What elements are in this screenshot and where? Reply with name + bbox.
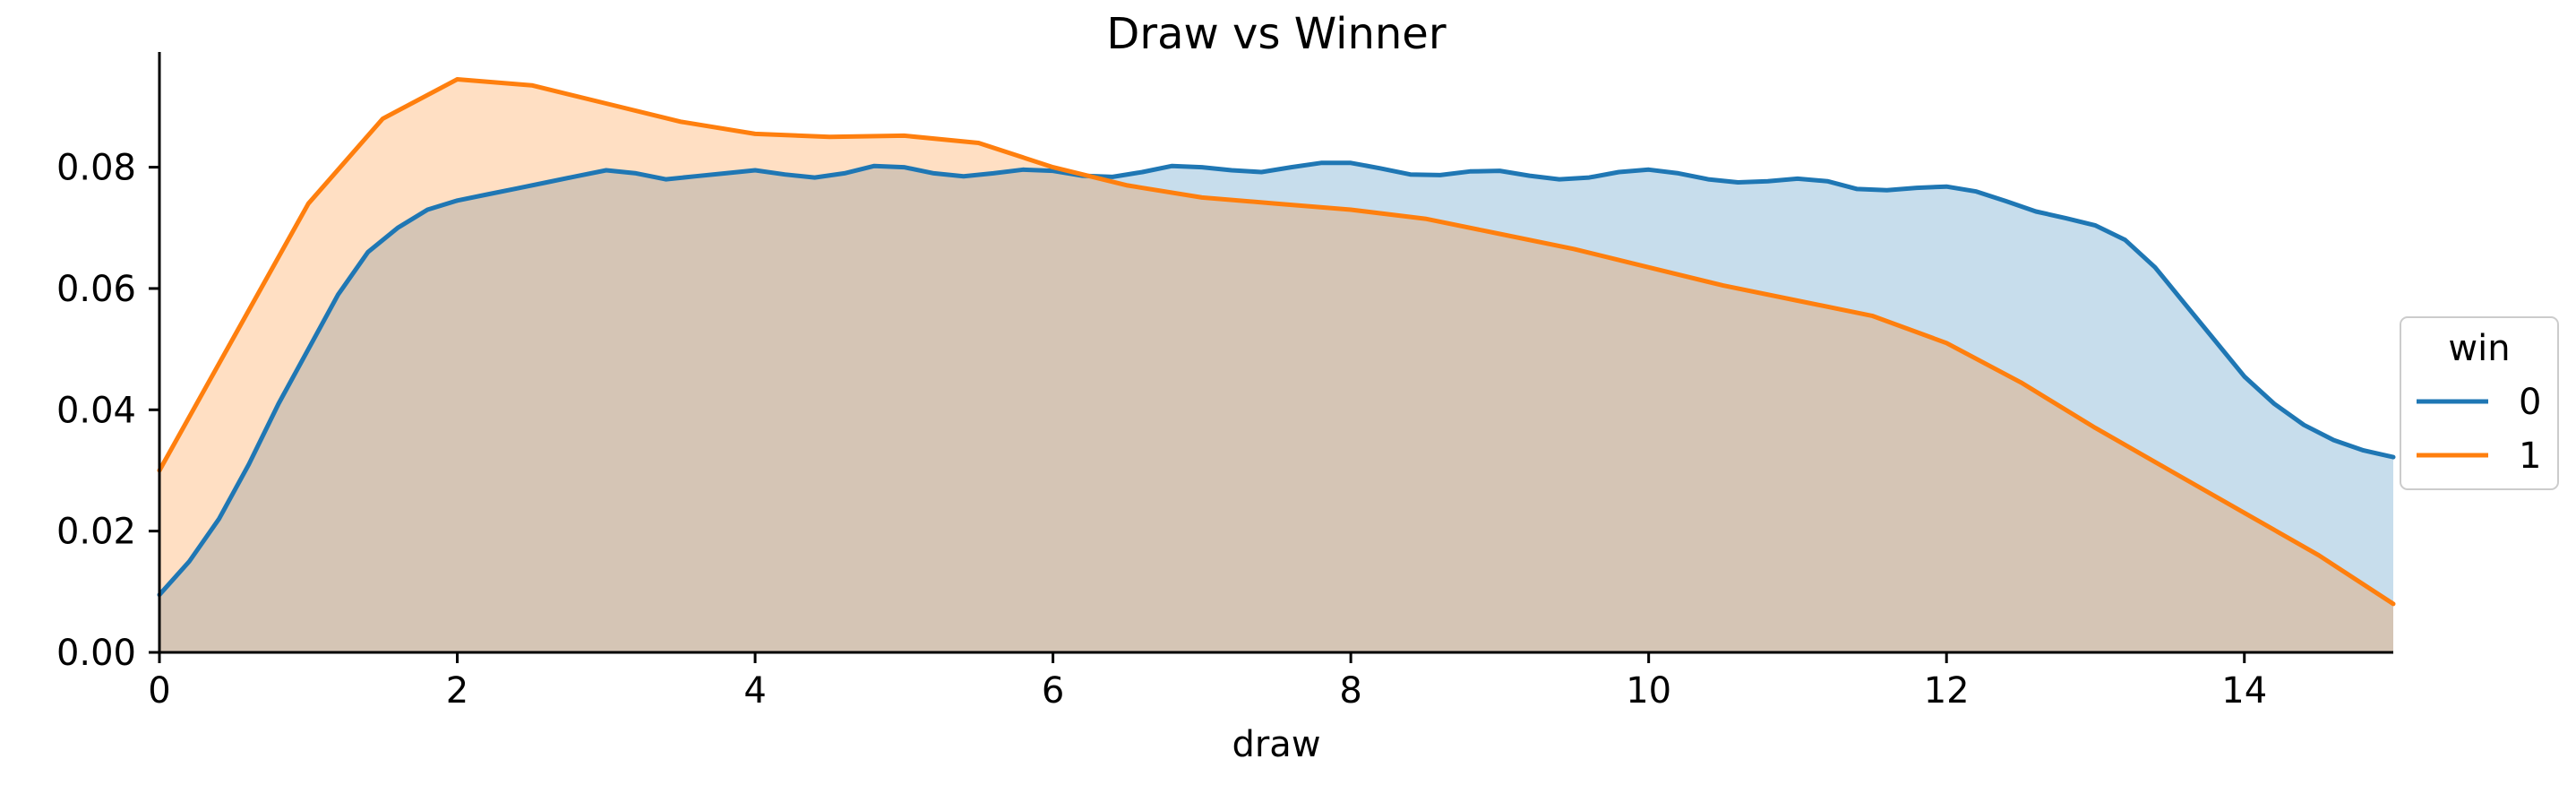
- y-tick-label: 0.08: [56, 148, 136, 189]
- tick-labels: 0 2 4 6 8 10 12 14 0.00 0.02 0.04 0.06 0.08: [56, 148, 2267, 712]
- y-tick-label: 0.06: [56, 269, 136, 310]
- y-tick-label: 0.02: [56, 512, 136, 553]
- density-line-series-0: [157, 160, 2396, 598]
- x-tick-label: 2: [446, 670, 468, 712]
- density-lines: [157, 77, 2396, 607]
- density-fills: [159, 79, 2393, 653]
- legend-label-series-0: 0: [2519, 382, 2541, 423]
- x-tick-label: 0: [148, 670, 170, 712]
- density-fill-series-0: [159, 162, 2393, 653]
- x-tick-label: 8: [1339, 670, 1361, 712]
- x-tick-label: 14: [2221, 670, 2267, 712]
- x-tick-label: 4: [743, 670, 766, 712]
- x-tick-label: 12: [1924, 670, 1970, 712]
- density-fill-series-1: [159, 79, 2393, 652]
- chart-title: Draw vs Winner: [1106, 9, 1446, 59]
- x-tick-label: 10: [1626, 670, 1671, 712]
- y-tick-label: 0.00: [56, 633, 136, 674]
- legend-title: win: [2448, 328, 2510, 369]
- x-tick-label: 6: [1042, 670, 1064, 712]
- x-axis-label: draw: [1232, 724, 1320, 765]
- density-line-series-1: [157, 77, 2396, 607]
- y-tick-label: 0.04: [56, 390, 136, 431]
- legend-label-series-1: 1: [2519, 436, 2541, 477]
- axes: [149, 52, 2393, 663]
